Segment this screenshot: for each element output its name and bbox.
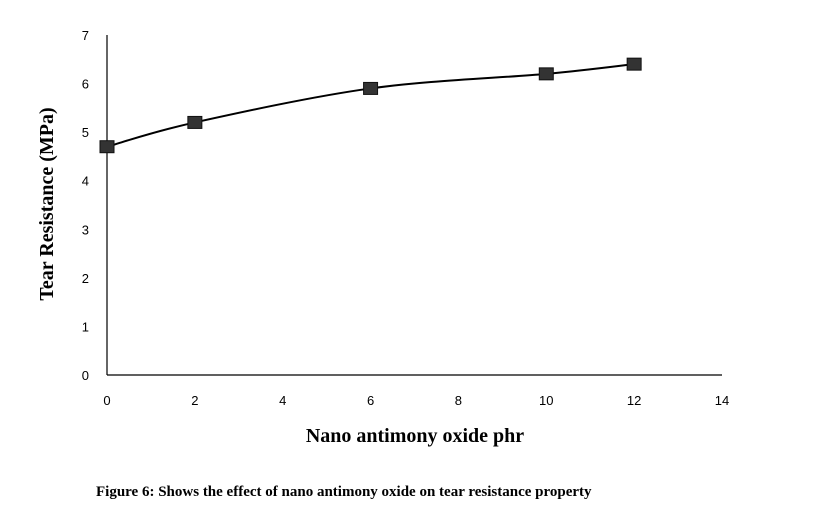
x-tick-label: 4 (279, 393, 286, 408)
y-tick-label: 2 (82, 271, 89, 286)
data-point (626, 57, 642, 71)
data-point (363, 81, 379, 95)
x-tick-labels: 0 2 4 6 8 10 12 14 (103, 393, 729, 408)
x-tick-label: 14 (715, 393, 729, 408)
y-tick-label: 6 (82, 77, 89, 92)
data-point (538, 67, 554, 81)
series-line (106, 63, 635, 148)
figure-caption: Figure 6: Shows the effect of nano antim… (96, 484, 592, 500)
data-point (187, 115, 203, 129)
x-tick-label: 8 (455, 393, 462, 408)
y-axis-title: Tear Resistance (MPa) (36, 107, 58, 300)
x-tick-label: 12 (627, 393, 641, 408)
data-point (99, 140, 115, 154)
x-axis-title: Nano antimony oxide phr (306, 425, 524, 447)
axes (106, 35, 722, 376)
y-tick-label: 3 (82, 222, 89, 237)
y-tick-labels: 0 1 2 3 4 5 6 7 (82, 28, 89, 383)
x-tick-label: 0 (103, 393, 110, 408)
y-tick-label: 4 (82, 174, 89, 189)
series (99, 57, 642, 154)
x-tick-label: 10 (539, 393, 553, 408)
y-tick-label: 7 (82, 28, 89, 43)
x-tick-label: 2 (191, 393, 198, 408)
y-tick-label: 5 (82, 125, 89, 140)
y-tick-label: 1 (82, 319, 89, 334)
x-tick-label: 6 (367, 393, 374, 408)
y-tick-label: 0 (82, 368, 89, 383)
